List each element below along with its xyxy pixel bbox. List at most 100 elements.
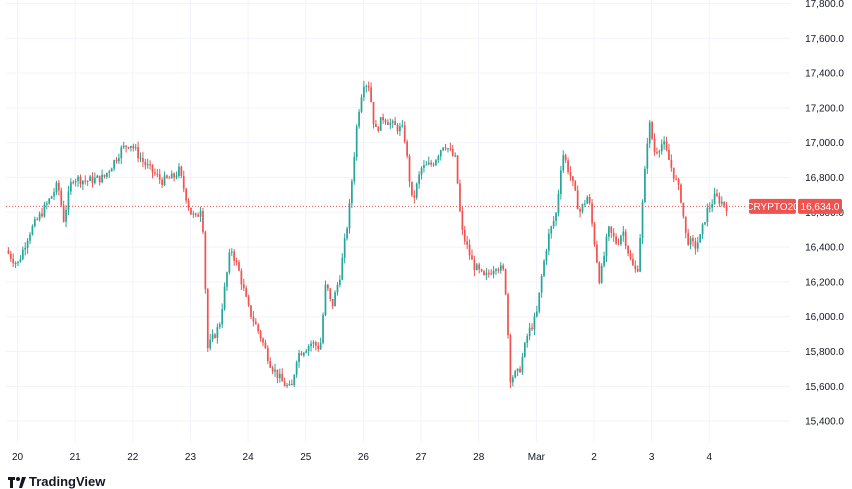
candle	[307, 344, 310, 356]
candle-body	[238, 262, 240, 271]
candle-body	[290, 383, 293, 386]
candle	[343, 233, 346, 264]
y-tick-label: 17,800.0	[805, 0, 844, 10]
candle-body	[168, 177, 171, 179]
candle	[281, 368, 284, 382]
candle	[634, 260, 637, 273]
candle	[163, 171, 166, 187]
candle-body	[456, 155, 459, 184]
y-axis: 17,800.0 17,600.0 17,400.0 17,200.0 17,000.0…	[805, 0, 844, 428]
candle-body	[439, 150, 442, 157]
candle	[401, 119, 404, 128]
candle	[437, 154, 440, 163]
x-tick-label: 27	[415, 452, 427, 463]
candle	[432, 162, 435, 167]
candle	[106, 172, 108, 179]
candle-body	[300, 353, 303, 356]
candle	[435, 158, 437, 167]
candle	[418, 171, 421, 189]
candle	[290, 379, 293, 386]
candle-body	[175, 175, 178, 178]
candle	[305, 348, 308, 354]
candle	[372, 101, 375, 129]
y-tick-label: 15,600.0	[805, 382, 844, 393]
y-tick-label: 16,400.0	[805, 243, 844, 254]
candle	[711, 199, 714, 213]
candle-body	[170, 173, 173, 179]
candle	[274, 363, 276, 377]
candle	[475, 262, 478, 271]
candle	[271, 365, 274, 375]
candle-body	[144, 161, 147, 166]
candle-body	[634, 265, 637, 270]
candle-body	[694, 241, 697, 249]
candle-body	[185, 188, 188, 201]
candle-body	[384, 120, 387, 123]
candle-body	[403, 125, 406, 142]
candle-body	[146, 164, 149, 166]
candle-body	[591, 203, 593, 224]
candle-body	[247, 296, 250, 306]
candle-body	[437, 156, 440, 160]
candle-body	[564, 155, 567, 161]
candle-body	[274, 369, 276, 372]
candle-body	[571, 176, 574, 182]
candle	[67, 185, 70, 216]
candle	[218, 322, 221, 329]
candle	[170, 170, 173, 179]
candle-body	[89, 176, 91, 182]
candle-body	[668, 149, 670, 161]
candle-body	[245, 288, 248, 297]
candle	[487, 269, 490, 278]
candle-body	[305, 350, 308, 353]
candle	[473, 255, 476, 277]
candle-body	[509, 335, 512, 383]
candle	[632, 253, 634, 266]
candle	[125, 145, 127, 153]
candle-body	[672, 167, 675, 179]
candle-body	[425, 164, 428, 166]
candle	[485, 267, 488, 280]
candle	[526, 333, 529, 348]
candle-body	[122, 145, 125, 148]
candle-body	[684, 216, 687, 233]
candle-body	[521, 356, 524, 373]
candle	[627, 245, 629, 257]
candle	[266, 345, 269, 364]
candle	[166, 174, 168, 179]
candle-body	[134, 147, 137, 149]
candle-body	[77, 176, 79, 182]
candle	[636, 265, 639, 273]
candle	[288, 380, 291, 386]
candle	[708, 202, 711, 213]
candle-body	[214, 334, 216, 338]
candle-body	[562, 155, 565, 171]
candle	[723, 201, 726, 209]
candle	[603, 251, 605, 268]
candle-body	[713, 193, 716, 205]
candle	[17, 261, 19, 267]
candle-body	[206, 289, 209, 349]
candle	[615, 233, 617, 245]
candle-body	[199, 211, 202, 217]
candle-body	[221, 309, 224, 325]
candle	[648, 119, 651, 149]
candle-body	[67, 191, 70, 210]
candle-body	[413, 195, 416, 198]
candle-body	[677, 179, 680, 185]
candle	[86, 180, 89, 186]
candle-body	[235, 260, 238, 263]
candle	[242, 278, 245, 291]
candle-body	[142, 158, 144, 162]
candle	[653, 133, 656, 156]
x-axis: 20 21 22 23 24 25 26 27 28 Mar 2 3 4	[12, 452, 713, 463]
candle-body	[432, 164, 435, 166]
y-tick-label: 15,800.0	[805, 347, 844, 358]
candle-body	[334, 292, 336, 307]
candle	[365, 84, 368, 93]
candle-body	[620, 235, 622, 244]
candle	[668, 143, 670, 161]
candle	[720, 196, 723, 207]
candle-body	[115, 160, 118, 162]
candle-body	[466, 241, 469, 245]
